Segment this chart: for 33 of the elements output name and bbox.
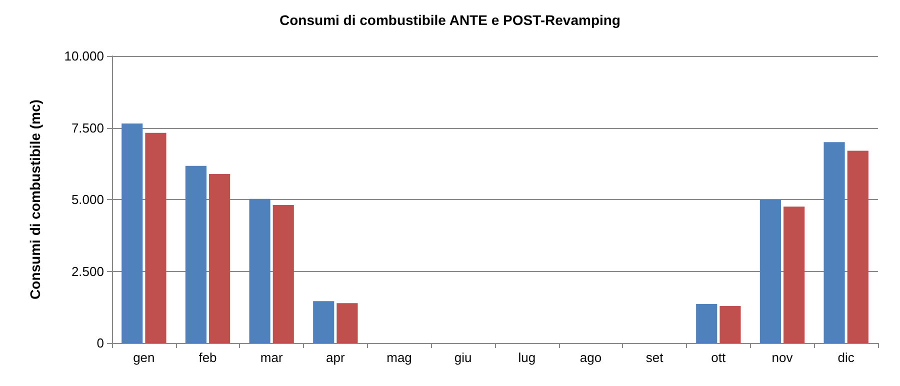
x-tick-label: ott	[711, 350, 726, 365]
x-tick-label: ago	[580, 350, 602, 365]
y-tick-label: 0	[96, 336, 104, 350]
y-tick-label: 10.000	[64, 48, 104, 64]
bar	[784, 206, 805, 343]
y-tick-label: 7.500	[71, 120, 104, 136]
bar	[185, 166, 206, 343]
bar	[336, 303, 358, 343]
y-tick-label: 5.000	[71, 192, 104, 207]
bar	[209, 174, 230, 343]
bar	[760, 200, 781, 343]
x-tick-label: gen	[133, 350, 155, 365]
bar	[824, 142, 845, 343]
bar	[249, 198, 270, 343]
x-tick-label: mag	[386, 350, 412, 365]
x-tick-label: nov	[772, 350, 794, 365]
y-axis-title: Consumi di combustibile (mc)	[27, 100, 43, 300]
bar	[847, 150, 868, 343]
x-tick-label: feb	[198, 350, 217, 365]
x-tick-label: lug	[518, 350, 536, 365]
chart-title: Consumi di combustibile ANTE e POST-Revamping	[280, 12, 620, 28]
x-tick-label: apr	[326, 350, 346, 365]
bar	[272, 204, 294, 343]
x-tick-label: giu	[454, 350, 472, 365]
x-tick-label: dic	[838, 350, 855, 365]
bar	[313, 301, 334, 343]
bar	[696, 304, 718, 343]
bar	[122, 123, 143, 343]
y-tick-label: 2.500	[71, 264, 104, 279]
bar	[720, 306, 741, 343]
x-tick-label: mar	[260, 350, 284, 365]
x-tick-label: set	[646, 350, 664, 365]
bar	[145, 132, 166, 343]
